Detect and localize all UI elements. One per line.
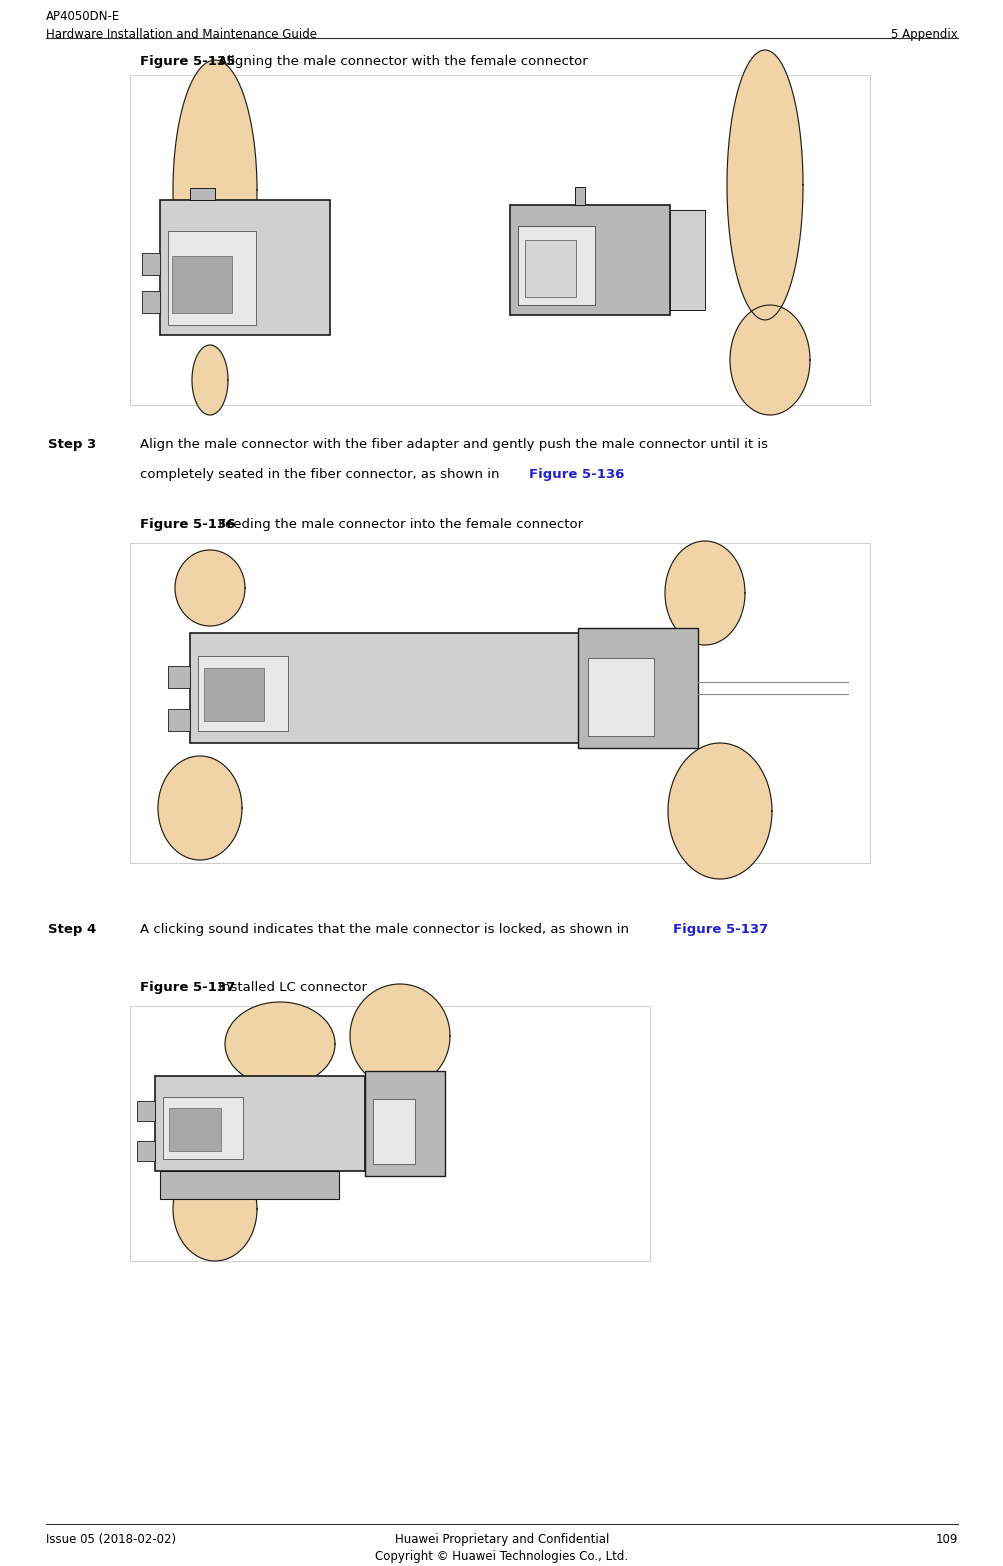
FancyBboxPatch shape: [136, 1101, 154, 1121]
Polygon shape: [350, 983, 449, 1088]
FancyBboxPatch shape: [172, 257, 232, 313]
Text: Aligning the male connector with the female connector: Aligning the male connector with the fem…: [214, 55, 587, 67]
FancyBboxPatch shape: [373, 1099, 414, 1164]
Text: Figure 5-136: Figure 5-136: [139, 518, 235, 531]
Polygon shape: [173, 1157, 257, 1261]
Text: .: .: [615, 468, 619, 481]
Text: Huawei Proprietary and Confidential: Huawei Proprietary and Confidential: [394, 1533, 609, 1546]
FancyBboxPatch shape: [129, 1005, 649, 1261]
Text: A clicking sound indicates that the male connector is locked, as shown in: A clicking sound indicates that the male…: [139, 922, 633, 936]
FancyBboxPatch shape: [169, 1109, 221, 1151]
FancyBboxPatch shape: [168, 666, 190, 687]
Text: Step 4: Step 4: [48, 922, 96, 936]
Text: .: .: [758, 922, 762, 936]
Text: Feeding the male connector into the female connector: Feeding the male connector into the fema…: [214, 518, 583, 531]
FancyBboxPatch shape: [669, 210, 704, 310]
FancyBboxPatch shape: [162, 1098, 243, 1159]
Polygon shape: [664, 540, 744, 645]
Text: Figure 5-137: Figure 5-137: [672, 922, 767, 936]
Text: 109: 109: [935, 1533, 957, 1546]
Text: Figure 5-135: Figure 5-135: [139, 55, 235, 67]
Text: Hardware Installation and Maintenance Guide: Hardware Installation and Maintenance Gu…: [46, 28, 317, 41]
FancyBboxPatch shape: [525, 240, 576, 298]
FancyBboxPatch shape: [141, 254, 159, 276]
FancyBboxPatch shape: [136, 1142, 154, 1160]
Text: 5 Appendix: 5 Appendix: [891, 28, 957, 41]
Polygon shape: [157, 756, 242, 860]
FancyBboxPatch shape: [190, 633, 580, 742]
Polygon shape: [667, 742, 771, 879]
FancyBboxPatch shape: [168, 709, 190, 731]
Polygon shape: [192, 345, 228, 415]
Polygon shape: [175, 550, 245, 626]
Text: Issue 05 (2018-02-02): Issue 05 (2018-02-02): [46, 1533, 176, 1546]
Text: Step 3: Step 3: [48, 438, 96, 451]
FancyBboxPatch shape: [129, 543, 870, 863]
Polygon shape: [225, 1002, 335, 1085]
FancyBboxPatch shape: [204, 669, 264, 720]
Text: AP4050DN-E: AP4050DN-E: [46, 9, 120, 23]
FancyBboxPatch shape: [575, 186, 585, 205]
FancyBboxPatch shape: [159, 1171, 338, 1200]
FancyBboxPatch shape: [141, 291, 159, 313]
FancyBboxPatch shape: [154, 1076, 365, 1171]
FancyBboxPatch shape: [510, 205, 669, 315]
Text: Figure 5-136: Figure 5-136: [529, 468, 624, 481]
Text: completely seated in the fiber connector, as shown in: completely seated in the fiber connector…: [139, 468, 504, 481]
Text: Align the male connector with the fiber adapter and gently push the male connect: Align the male connector with the fiber …: [139, 438, 767, 451]
FancyBboxPatch shape: [578, 628, 697, 749]
FancyBboxPatch shape: [198, 656, 288, 731]
Polygon shape: [173, 60, 257, 319]
Text: Figure 5-137: Figure 5-137: [139, 980, 235, 994]
FancyBboxPatch shape: [129, 75, 870, 406]
FancyBboxPatch shape: [588, 658, 653, 736]
FancyBboxPatch shape: [365, 1071, 444, 1176]
Text: Copyright © Huawei Technologies Co., Ltd.: Copyright © Huawei Technologies Co., Ltd…: [375, 1550, 628, 1563]
Polygon shape: [729, 305, 809, 415]
FancyBboxPatch shape: [159, 200, 330, 335]
Text: Installed LC connector: Installed LC connector: [214, 980, 367, 994]
Polygon shape: [726, 50, 802, 319]
FancyBboxPatch shape: [518, 226, 594, 305]
FancyBboxPatch shape: [168, 230, 256, 326]
FancyBboxPatch shape: [190, 188, 215, 200]
